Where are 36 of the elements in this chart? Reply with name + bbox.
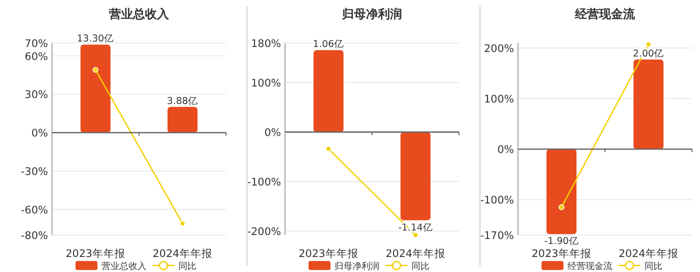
x-tick-label: 2024年年报	[386, 248, 446, 260]
y-tick-label: -200%	[247, 226, 282, 238]
x-tick-label: 2024年年报	[618, 248, 678, 260]
y-tick-label: 0%	[31, 128, 48, 140]
legend-label: 同比	[178, 261, 196, 272]
data-label: 13.30亿	[76, 34, 114, 45]
x-tick-label: 2023年年报	[532, 248, 592, 260]
data-label: 1.06亿	[312, 39, 344, 50]
y-tick-label: 0%	[497, 144, 514, 156]
y-tick-label: 100%	[250, 78, 282, 90]
chart-title: 经营现金流	[574, 7, 636, 21]
x-tick-label: 2023年年报	[66, 248, 126, 260]
y-tick-label: 30%	[24, 89, 48, 102]
legend-label: 同比	[644, 261, 662, 272]
y-tick-label: -60%	[20, 204, 48, 216]
y-tick-label: -30%	[20, 166, 48, 178]
y-tick-label: 0%	[264, 127, 282, 140]
y-tick-label: 180%	[250, 38, 282, 50]
y-tick-label: 100%	[484, 94, 514, 106]
y-tick-label: -80%	[20, 230, 48, 242]
chart-title: 营业总收入	[108, 7, 170, 21]
y-tick-label: -100%	[247, 176, 282, 189]
y-tick-label: 200%	[484, 43, 514, 56]
y-tick-label: 60%	[24, 50, 48, 63]
legend-label: 同比	[412, 261, 430, 272]
y-tick-label: 70%	[24, 38, 48, 50]
data-label: 3.88亿	[166, 96, 198, 107]
chart-title: 归母净利润	[341, 7, 402, 21]
y-tick-label: -170%	[480, 230, 514, 242]
legend-label: 经营现金流	[568, 261, 612, 272]
y-tick-label: -100%	[480, 194, 514, 207]
x-tick-label: 2024年年报	[152, 248, 212, 260]
data-label: -1.90亿	[544, 236, 579, 248]
legend-label: 营业总收入	[102, 261, 146, 272]
legend-label: 归母净利润	[334, 261, 380, 272]
x-tick-label: 2023年年报	[298, 248, 358, 260]
